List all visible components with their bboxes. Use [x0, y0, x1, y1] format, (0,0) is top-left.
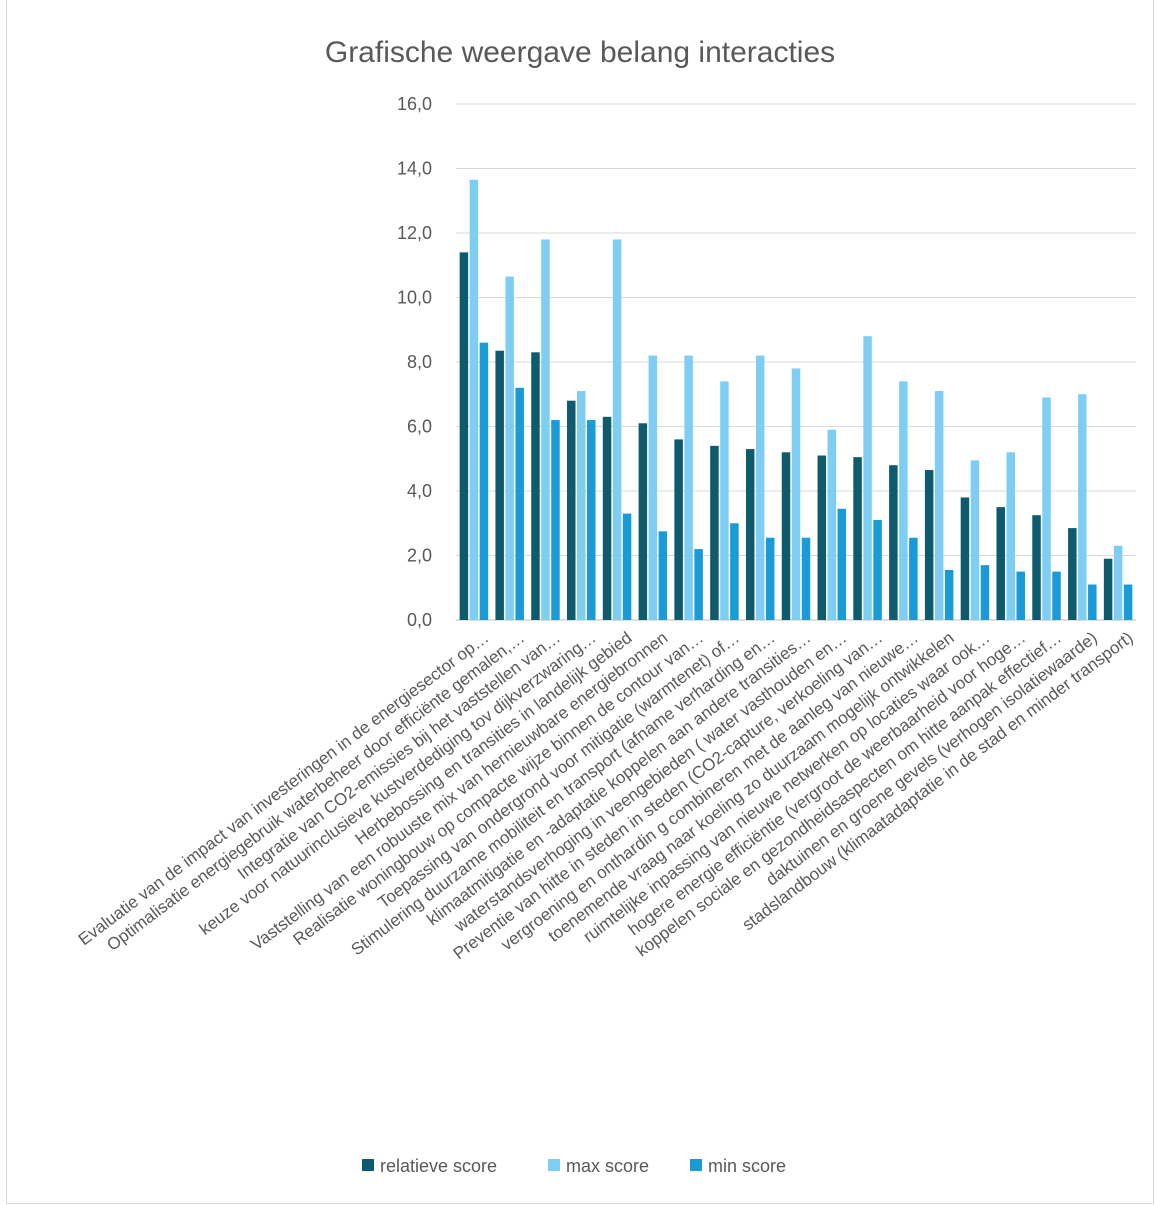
bar-relatieve-score — [1032, 515, 1041, 620]
bar-max-score — [684, 355, 693, 620]
y-tick-label: 8,0 — [407, 352, 432, 372]
bar-min-score — [694, 549, 703, 620]
bar-min-score — [944, 570, 954, 620]
bar-min-score — [801, 537, 811, 620]
bar-relatieve-score — [1103, 558, 1113, 620]
y-tick-label: 14,0 — [397, 159, 432, 179]
bar-relatieve-score — [745, 449, 755, 620]
y-tick-label: 10,0 — [397, 288, 432, 308]
bar-max-score — [899, 381, 908, 620]
bar-min-score — [622, 513, 632, 620]
bar-max-score — [1113, 545, 1123, 620]
bar-max-score — [827, 429, 837, 620]
bar-max-score — [863, 336, 872, 620]
legend-swatch — [362, 1159, 374, 1171]
bar-min-score — [837, 508, 847, 620]
bar-min-score — [479, 342, 489, 620]
bar-min-score — [1052, 571, 1061, 620]
bar-min-score — [765, 537, 775, 620]
y-tick-label: 12,0 — [397, 223, 432, 243]
bar-relatieve-score — [710, 445, 719, 620]
bar-max-score — [970, 460, 980, 620]
bar-relatieve-score — [567, 400, 576, 620]
bar-min-score — [909, 537, 918, 620]
bar-max-score — [541, 239, 550, 620]
bar-min-score — [1123, 584, 1133, 620]
bar-max-score — [469, 179, 479, 620]
bar-relatieve-score — [924, 470, 934, 620]
bar-relatieve-score — [853, 457, 862, 620]
bar-min-score — [551, 420, 560, 620]
chart-frame — [6, 0, 1154, 1204]
y-tick-label: 2,0 — [407, 546, 432, 566]
bar-max-score — [1042, 397, 1051, 620]
bar-min-score — [515, 387, 524, 620]
bar-max-score — [505, 276, 514, 620]
bar-relatieve-score — [817, 455, 827, 620]
bar-max-score — [791, 368, 801, 620]
bar-relatieve-score — [889, 465, 898, 620]
bar-max-score — [648, 355, 658, 620]
bar-min-score — [980, 565, 990, 620]
bar-relatieve-score — [1068, 528, 1077, 620]
y-axis-tick-labels: 0,0 2,0 4,0 6,0 8,0 10,0 12,0 14,0 16,0 — [397, 94, 432, 630]
y-tick-label: 16,0 — [397, 94, 432, 114]
bar-relatieve-score — [602, 416, 612, 620]
bar-max-score — [720, 381, 729, 620]
legend-label: max score — [566, 1156, 649, 1176]
bar-relatieve-score — [996, 507, 1005, 620]
bar-max-score — [577, 391, 586, 620]
bars — [459, 179, 1133, 620]
bar-min-score — [1016, 571, 1025, 620]
bar-min-score — [658, 531, 668, 620]
y-tick-label: 0,0 — [407, 610, 432, 630]
bar-max-score — [934, 391, 944, 620]
bar-relatieve-score — [459, 252, 469, 620]
bar-max-score — [612, 239, 622, 620]
legend-swatch — [548, 1159, 560, 1171]
legend-label: min score — [708, 1156, 786, 1176]
bar-relatieve-score — [495, 350, 504, 620]
bar-max-score — [1078, 394, 1087, 620]
bar-relatieve-score — [781, 452, 791, 620]
bar-min-score — [873, 520, 882, 620]
bar-max-score — [755, 355, 765, 620]
y-tick-label: 4,0 — [407, 481, 432, 501]
bar-min-score — [730, 523, 739, 620]
legend-swatch — [690, 1159, 702, 1171]
chart-title: Grafische weergave belang interacties — [325, 36, 835, 69]
bar-min-score — [587, 420, 596, 620]
bar-max-score — [1006, 452, 1015, 620]
legend: relatieve score max score min score — [362, 1156, 786, 1176]
bar-min-score — [1088, 584, 1097, 620]
bar-relatieve-score — [638, 423, 648, 620]
bar-relatieve-score — [531, 352, 540, 620]
legend-label: relatieve score — [380, 1156, 497, 1176]
bar-relatieve-score — [674, 439, 683, 620]
x-axis-category-labels: Evaluatie van de impact van investeringe… — [75, 628, 1137, 963]
bar-relatieve-score — [960, 497, 970, 620]
y-tick-label: 6,0 — [407, 417, 432, 437]
